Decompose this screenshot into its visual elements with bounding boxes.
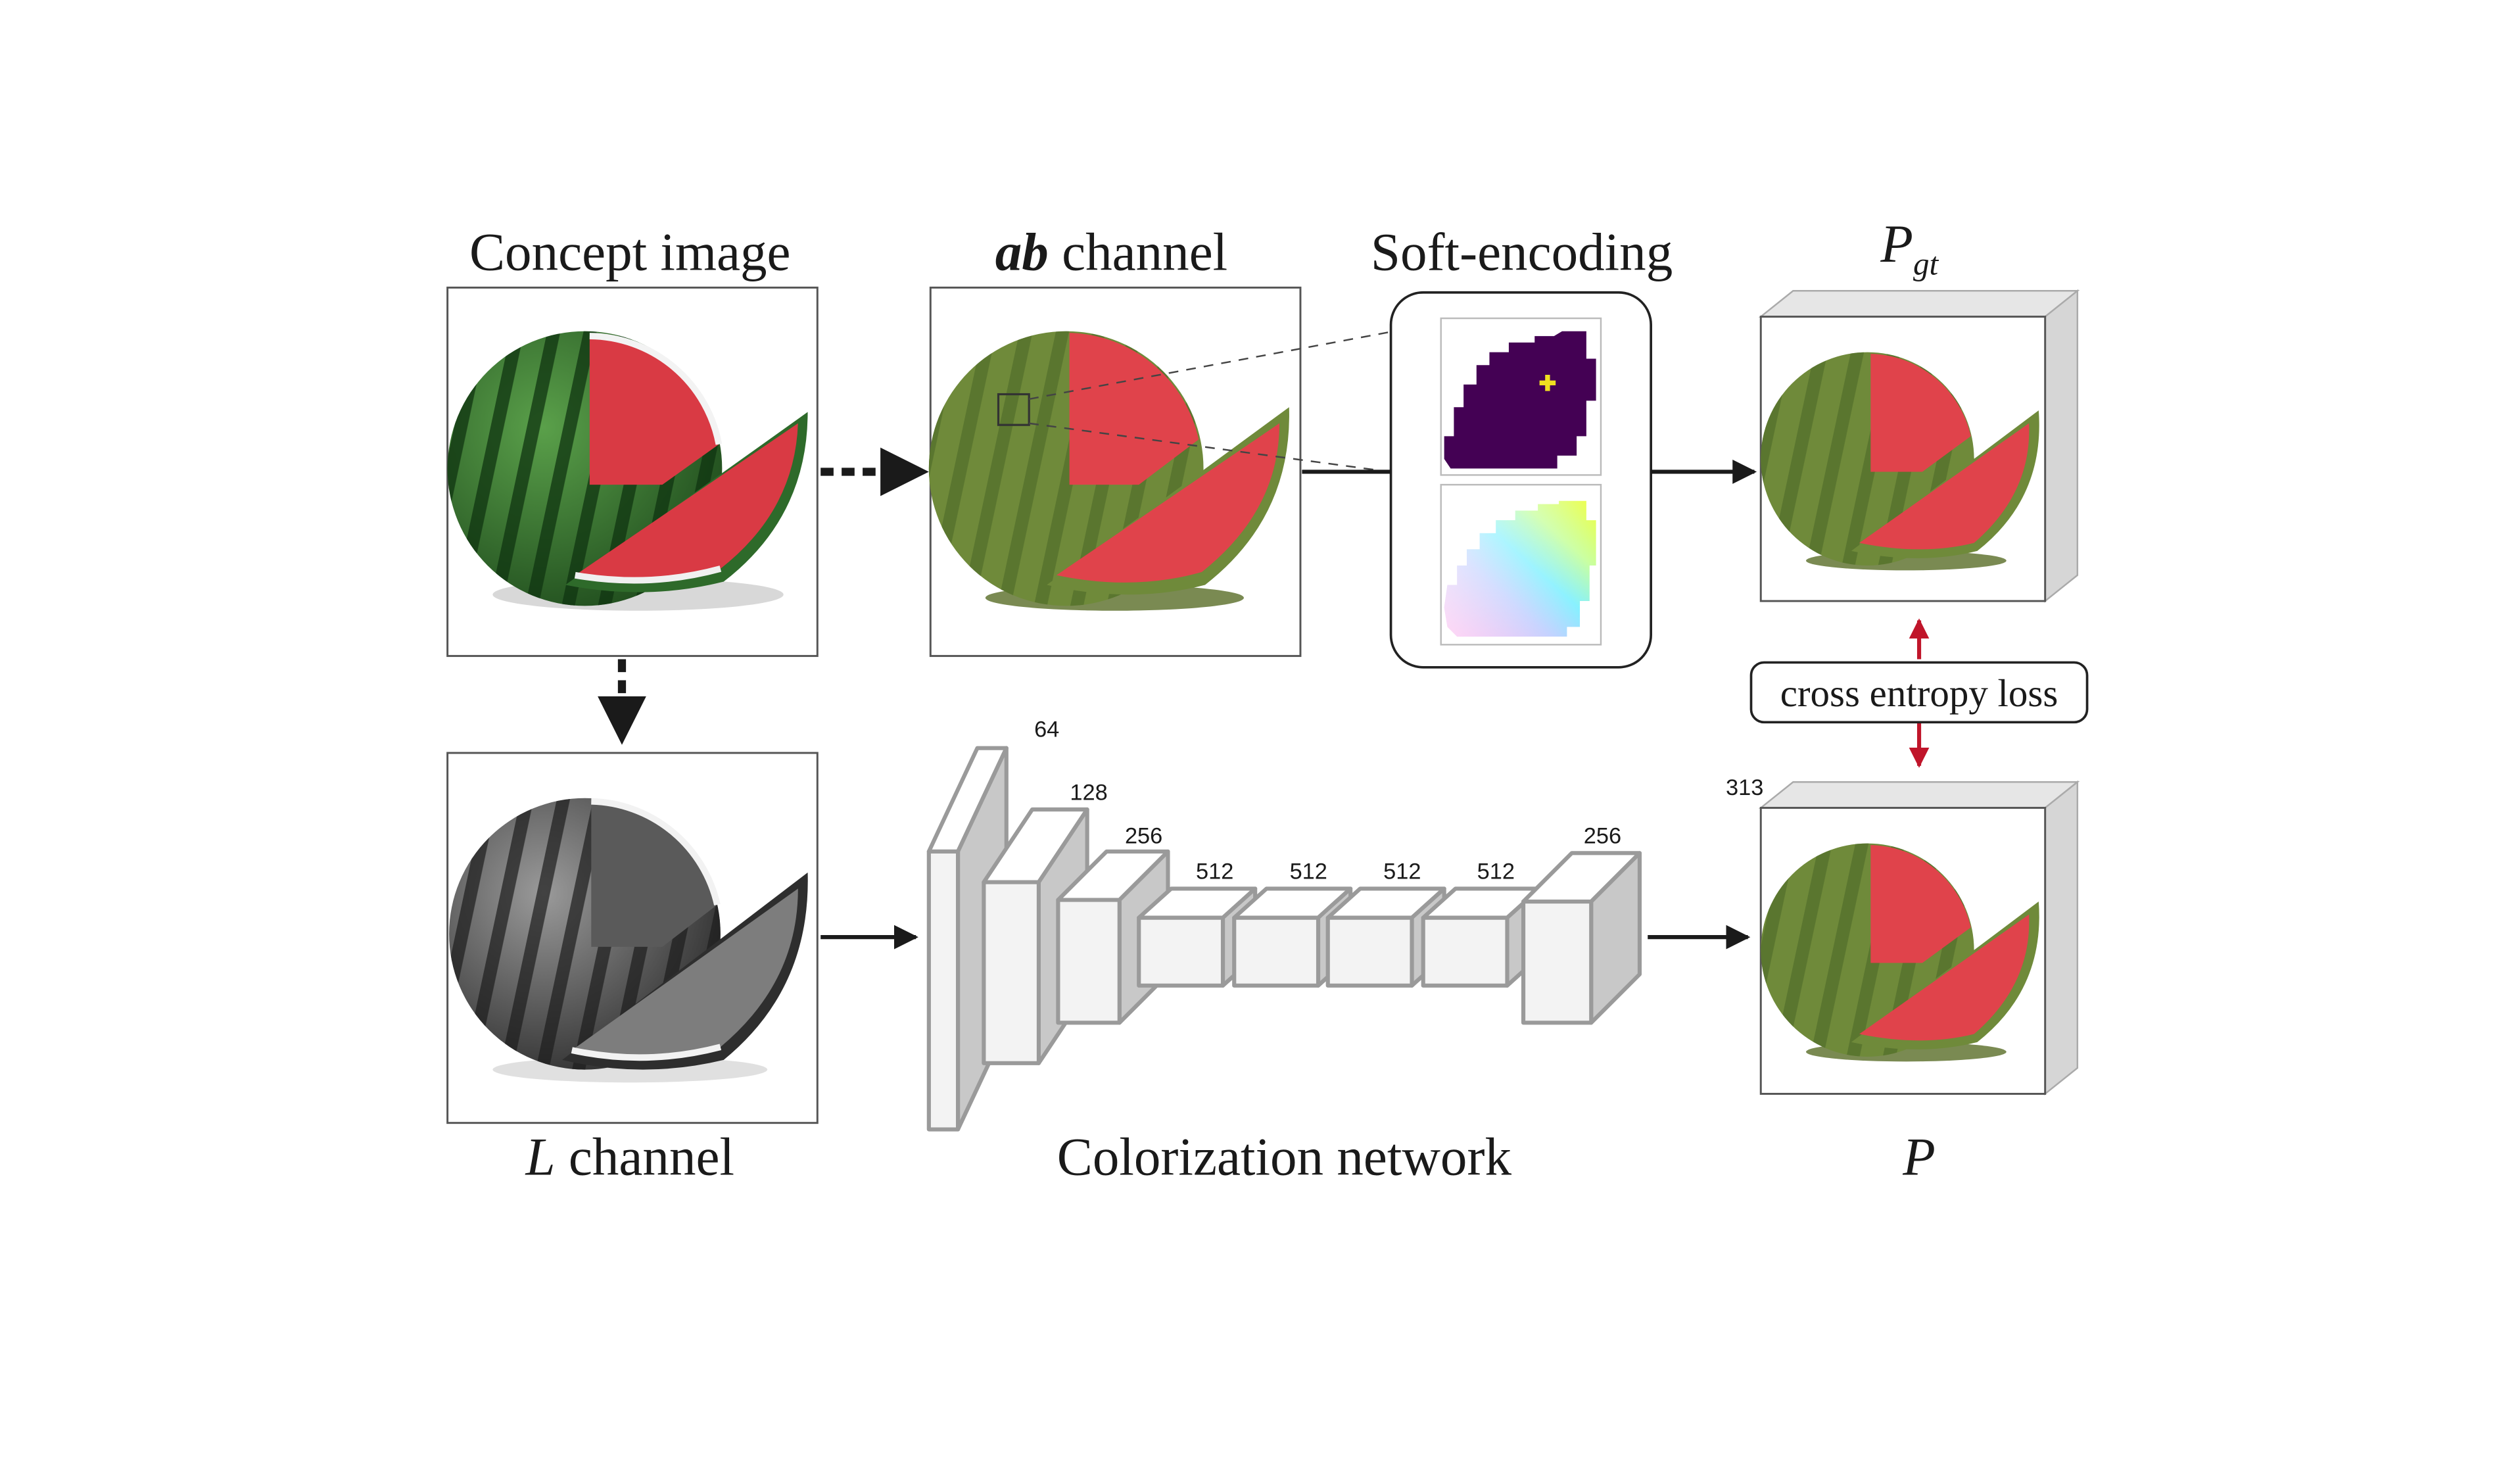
p-gt-title: Pgt: [1880, 214, 1939, 282]
p-gt-subscript: gt: [1913, 246, 1939, 282]
sample-pixel-box: [997, 393, 1030, 426]
watermelon-ab-icon: [1761, 352, 2039, 571]
network-layer: 256: [1056, 824, 1170, 1025]
colorization-network: 64 128 256 512 512 512 512 256: [926, 717, 1642, 1132]
l-channel-panel: [446, 752, 819, 1124]
p-volume: 313: [1726, 775, 2080, 1096]
watermelon-color-icon: [447, 331, 808, 611]
zoom-line-top: [1028, 322, 1438, 400]
layer-channel-label: 512: [1477, 859, 1515, 884]
layer-channel-label: 512: [1290, 859, 1327, 884]
network-layer: 512: [1137, 859, 1258, 988]
layer-front-face: [1325, 915, 1414, 988]
concept-image-panel: [446, 286, 819, 658]
layer-front-face: [1421, 915, 1510, 988]
layer-front-face: [1137, 915, 1225, 988]
watermelon-ab-icon: [1761, 843, 2039, 1062]
output-channels-label: 313: [1726, 775, 1763, 800]
layer-channel-label: 256: [1584, 824, 1621, 849]
p-gt-volume: [1758, 289, 2080, 603]
layer-front-face: [982, 880, 1041, 1065]
concept-image-title: Concept image: [469, 222, 791, 281]
p-gt-main: P: [1880, 214, 1913, 274]
layer-front-face: [1056, 898, 1122, 1025]
color-palette-icon: [1444, 500, 1596, 637]
ab-channel-title-italic: ab: [995, 222, 1049, 281]
l-channel-title-rest: channel: [556, 1127, 734, 1186]
p-title: P: [1902, 1127, 1936, 1186]
layer-front-face: [1232, 915, 1321, 988]
ab-gamut-icon: [1444, 331, 1596, 469]
ab-channel-panel: [928, 286, 1438, 658]
ab-channel-title: ab channel: [995, 222, 1227, 281]
colorization-network-title: Colorization network: [1057, 1127, 1512, 1186]
network-layer: 128: [982, 780, 1108, 1065]
cross-entropy-loss-label: cross entropy loss: [1780, 671, 2058, 715]
zoom-line-bottom: [1029, 422, 1438, 479]
layer-channel-label: 128: [1070, 780, 1107, 805]
l-channel-title: L channel: [525, 1127, 734, 1186]
layer-channel-label: 64: [1034, 717, 1059, 742]
watermelon-grayscale-icon: [449, 798, 808, 1083]
soft-encoding-title: Soft-encoding: [1371, 222, 1673, 281]
layer-front-face: [1521, 899, 1594, 1025]
soft-encoding-box: [1389, 291, 1652, 669]
layer-channel-label: 512: [1383, 859, 1421, 884]
layer-channel-label: 512: [1196, 859, 1233, 884]
network-layer: 256: [1521, 824, 1642, 1025]
l-channel-title-italic: L: [525, 1127, 556, 1186]
loss-box: [1749, 661, 2089, 724]
ab-channel-title-rest: channel: [1049, 222, 1227, 281]
layer-front-face: [926, 849, 961, 1132]
layer-channel-label: 256: [1125, 824, 1162, 849]
